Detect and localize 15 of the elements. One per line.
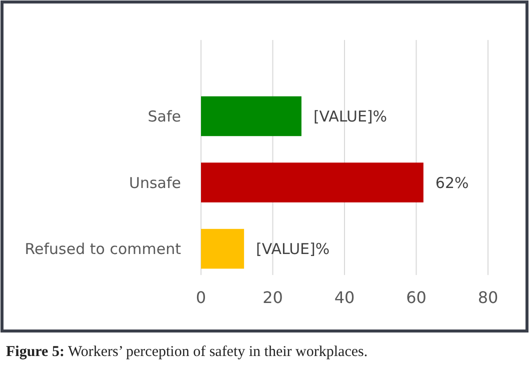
data-label: [VALUE]% — [313, 107, 388, 126]
bar — [201, 228, 244, 269]
x-tick-label: 0 — [196, 288, 206, 307]
caption: Figure 5: Workers’ perception of safety in their workplaces. — [6, 344, 368, 360]
y-tick-label: Refused to comment — [24, 240, 182, 258]
data-label: 62% — [435, 174, 469, 192]
y-tick-label: Unsafe — [128, 174, 181, 192]
data-label: [VALUE]% — [256, 240, 330, 258]
x-tick-label: 40 — [334, 288, 355, 307]
x-tick-label: 80 — [478, 288, 498, 307]
y-tick-label: Safe — [148, 107, 181, 126]
x-tick-label: 20 — [262, 288, 283, 307]
bar — [201, 96, 302, 136]
bar — [201, 162, 424, 202]
x-tick-label: 60 — [406, 288, 426, 307]
